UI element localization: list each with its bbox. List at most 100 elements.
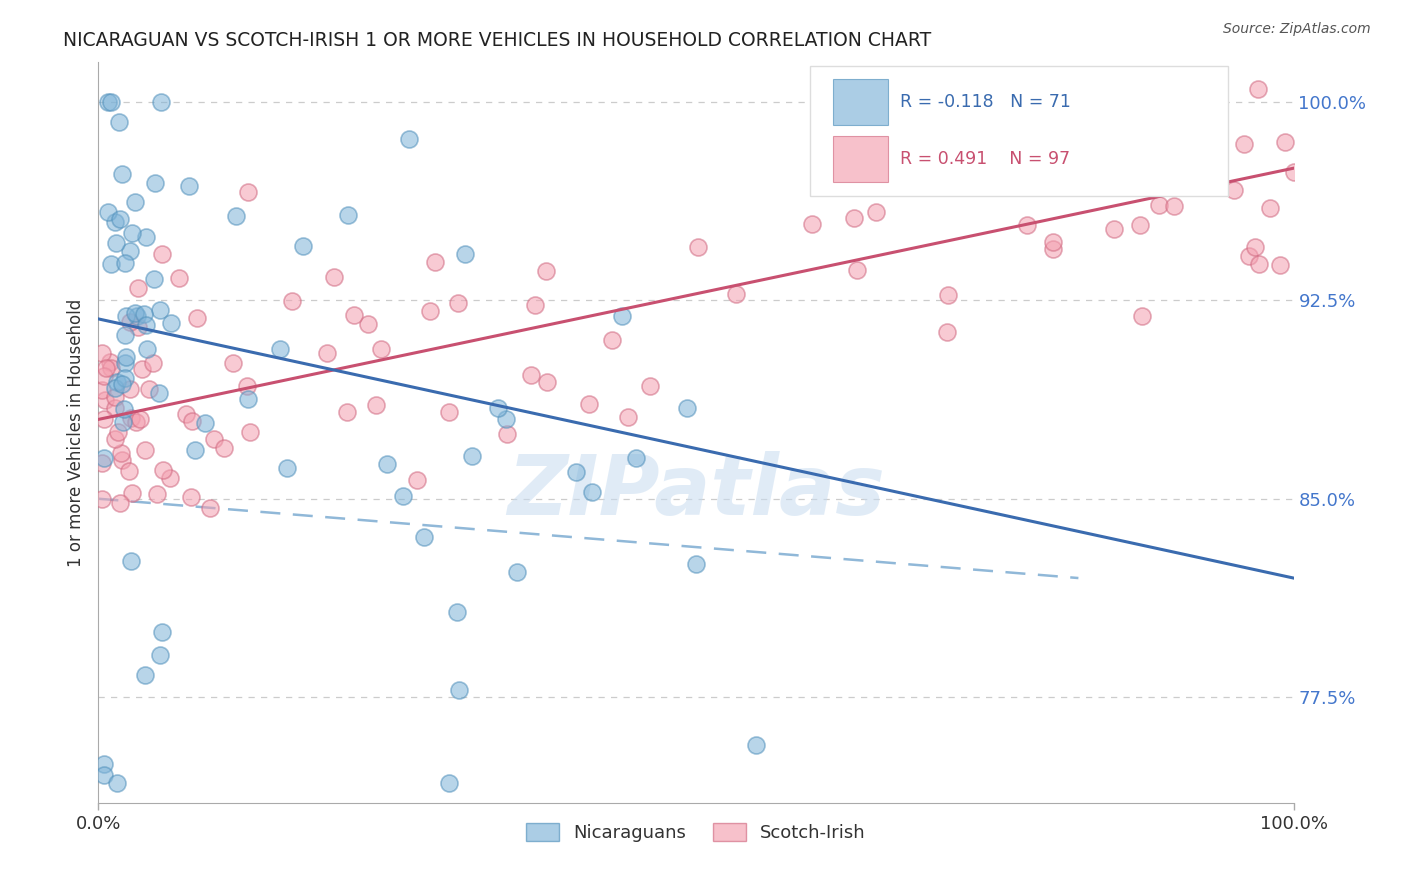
Point <box>105 375 128 389</box>
Point <box>124 306 146 320</box>
Point <box>610 309 633 323</box>
Point <box>105 776 128 790</box>
Point <box>685 557 707 571</box>
Point <box>117 464 139 478</box>
Point <box>97 95 120 109</box>
Point <box>159 470 181 484</box>
Point <box>1239 249 1261 263</box>
Point <box>183 442 205 457</box>
Y-axis label: 1 or more Vehicles in Household: 1 or more Vehicles in Household <box>67 299 86 566</box>
Point <box>1258 201 1281 215</box>
Point <box>142 355 165 369</box>
Point <box>94 361 117 376</box>
Point <box>375 457 398 471</box>
Point <box>159 316 181 330</box>
Point <box>114 371 136 385</box>
Point <box>398 131 420 145</box>
Point <box>111 377 134 392</box>
Point <box>93 768 115 782</box>
Point <box>145 176 167 190</box>
Point <box>152 463 174 477</box>
Point <box>520 368 543 382</box>
Point <box>801 218 824 232</box>
Point <box>600 333 623 347</box>
Point <box>1147 198 1170 212</box>
Point <box>1163 199 1185 213</box>
Point <box>121 486 143 500</box>
Point <box>186 311 208 326</box>
Point <box>148 386 170 401</box>
Point <box>1243 240 1265 254</box>
FancyBboxPatch shape <box>834 136 889 182</box>
Point <box>198 500 221 515</box>
Point <box>100 360 122 375</box>
Point <box>111 415 134 429</box>
Point <box>114 356 136 370</box>
Point <box>315 346 337 360</box>
Point <box>745 738 768 752</box>
Point <box>495 411 517 425</box>
Point <box>1233 136 1256 151</box>
Point <box>222 356 245 370</box>
Point <box>91 346 114 360</box>
Point <box>336 405 359 419</box>
Point <box>1130 309 1153 323</box>
Text: ZIPatlas: ZIPatlas <box>508 451 884 533</box>
Legend: Nicaraguans, Scotch-Irish: Nicaraguans, Scotch-Irish <box>519 815 873 849</box>
Point <box>120 411 142 425</box>
Point <box>236 392 259 407</box>
Point <box>118 315 141 329</box>
Point <box>91 383 114 397</box>
Point <box>105 235 128 250</box>
Point <box>108 495 131 509</box>
Point <box>336 208 359 222</box>
Point <box>942 150 965 164</box>
Point <box>91 456 114 470</box>
Point <box>392 489 415 503</box>
Point <box>447 296 470 310</box>
Point <box>93 411 115 425</box>
Point <box>1042 235 1064 250</box>
Point <box>1223 183 1246 197</box>
Point <box>174 407 197 421</box>
Point <box>1042 242 1064 256</box>
Point <box>104 390 127 404</box>
Point <box>124 194 146 209</box>
Point <box>413 531 436 545</box>
Point <box>120 553 142 567</box>
Point <box>131 361 153 376</box>
Point <box>357 317 380 331</box>
Point <box>845 262 868 277</box>
Point <box>100 95 122 109</box>
Point <box>1017 218 1039 232</box>
Text: Source: ZipAtlas.com: Source: ZipAtlas.com <box>1223 22 1371 37</box>
Point <box>725 286 748 301</box>
Point <box>107 115 129 129</box>
Point <box>406 473 429 487</box>
Point <box>447 682 470 697</box>
Point <box>100 354 122 368</box>
Point <box>239 425 262 439</box>
Point <box>437 776 460 790</box>
Point <box>194 417 217 431</box>
Point <box>94 392 117 407</box>
Point <box>936 288 959 302</box>
Point <box>292 239 315 253</box>
Point <box>281 293 304 308</box>
Point <box>103 401 125 416</box>
Point <box>100 256 122 270</box>
Point <box>120 382 142 396</box>
Point <box>135 229 157 244</box>
Point <box>688 240 710 254</box>
Point <box>578 397 600 411</box>
Point <box>269 342 291 356</box>
Point <box>115 309 138 323</box>
Point <box>419 303 441 318</box>
Point <box>214 441 236 455</box>
Point <box>177 178 200 193</box>
Point <box>626 451 648 466</box>
Point <box>114 256 136 270</box>
Point <box>225 209 247 223</box>
Point <box>134 442 156 457</box>
Text: R = 0.491    N = 97: R = 0.491 N = 97 <box>900 151 1070 169</box>
